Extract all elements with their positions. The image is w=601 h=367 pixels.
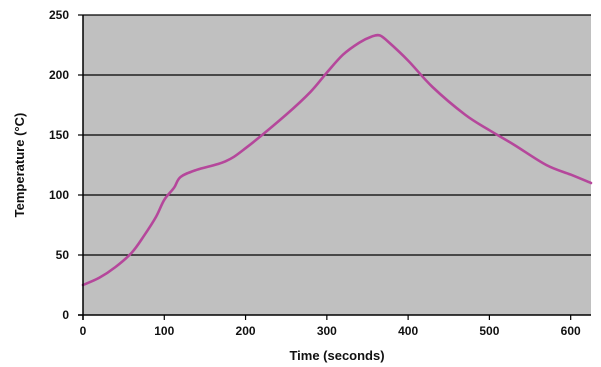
- y-tick-label: 0: [62, 308, 69, 322]
- x-axis-title: Time (seconds): [289, 348, 384, 363]
- x-tick-label: 500: [479, 324, 499, 338]
- series-lines: [81, 33, 593, 287]
- x-tick-label: 300: [317, 324, 337, 338]
- plot-area: [83, 15, 591, 315]
- x-tick-label: 400: [398, 324, 418, 338]
- series-line: [81, 33, 593, 287]
- x-tick-label: 200: [236, 324, 256, 338]
- y-tick-label: 100: [49, 188, 69, 202]
- y-axis-ticks: 0 50 100 150 200 250: [49, 8, 83, 322]
- y-tick-label: 250: [49, 8, 69, 22]
- y-tick-label: 150: [49, 128, 69, 142]
- y-tick-label: 200: [49, 68, 69, 82]
- x-axis-ticks: 0 100 200 300 400 500 600: [80, 315, 581, 338]
- y-axis-title: Temperature (°C): [12, 113, 27, 218]
- x-tick-label: 100: [154, 324, 174, 338]
- y-tick-label: 50: [56, 248, 70, 262]
- x-tick-label: 600: [561, 324, 581, 338]
- x-tick-label: 0: [80, 324, 87, 338]
